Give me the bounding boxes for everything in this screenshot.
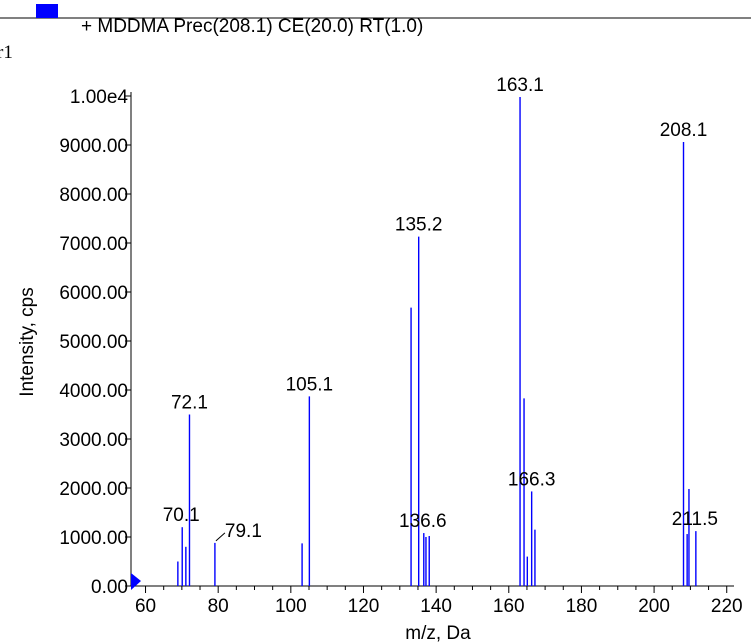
x-tick-label: 220	[711, 596, 743, 617]
legend-label: + MDDMA Prec(208.1) CE(20.0) RT(1.0)	[81, 16, 423, 37]
peaks	[177, 96, 697, 586]
peak-label: 166.3	[508, 469, 556, 490]
peak-label: 79.1	[225, 521, 262, 542]
x-tick-label: 80	[208, 596, 229, 617]
y-tick-label: 5000.00	[59, 332, 128, 353]
y-tick-label: 9000.00	[59, 136, 128, 157]
legend: + MDDMA Prec(208.1) CE(20.0) RT(1.0)	[36, 4, 423, 37]
y-axis-ticks: 0.00 1000.00 2000.00 3000.00 4000.00 5000.00 6…	[59, 87, 131, 598]
y-tick-label: 0.00	[91, 577, 128, 598]
y-tick-label: 7000.00	[59, 234, 128, 255]
x-tick-label: 180	[566, 596, 598, 617]
peak-label: 72.1	[171, 393, 208, 414]
peak-label: 136.6	[399, 511, 447, 532]
y-axis-zero-marker	[131, 573, 141, 590]
y-tick-label: 1000.00	[59, 528, 128, 549]
x-tick-label: 200	[638, 596, 670, 617]
x-tick-label: 120	[348, 596, 380, 617]
peak-label: 163.1	[496, 75, 544, 96]
x-axis-ticks: 60 80 100 120 140 160 180 200 220	[135, 586, 743, 617]
y-tick-label: 2000.00	[59, 479, 128, 500]
peak-label: 105.1	[286, 374, 334, 395]
y-tick-label: 8000.00	[59, 185, 128, 206]
peak-label: 135.2	[395, 215, 443, 236]
clipped-glyph: r1	[0, 42, 13, 63]
axes	[130, 92, 734, 587]
y-tick-label: 6000.00	[59, 283, 128, 304]
y-tick-label: 3000.00	[59, 430, 128, 451]
x-tick-label: 140	[420, 596, 452, 617]
peak-label: 211.5	[672, 509, 718, 530]
x-tick-label: 60	[135, 596, 156, 617]
peak-labels: 70.1 72.1 79.1 105.1 135.2 136.6 163.1 166.3 208…	[163, 75, 718, 542]
peak-label-leader	[215, 532, 226, 542]
legend-swatch	[36, 4, 58, 18]
y-axis-title: Intensity, cps	[17, 287, 38, 396]
y-tick-label: 1.00e4	[70, 87, 129, 108]
y-tick-label: 4000.00	[59, 381, 128, 402]
peak-label: 70.1	[163, 505, 200, 526]
x-axis-title: m/z, Da	[405, 623, 471, 643]
x-tick-label: 100	[275, 596, 307, 617]
peak-label: 208.1	[660, 120, 708, 141]
x-tick-label: 160	[493, 596, 525, 617]
